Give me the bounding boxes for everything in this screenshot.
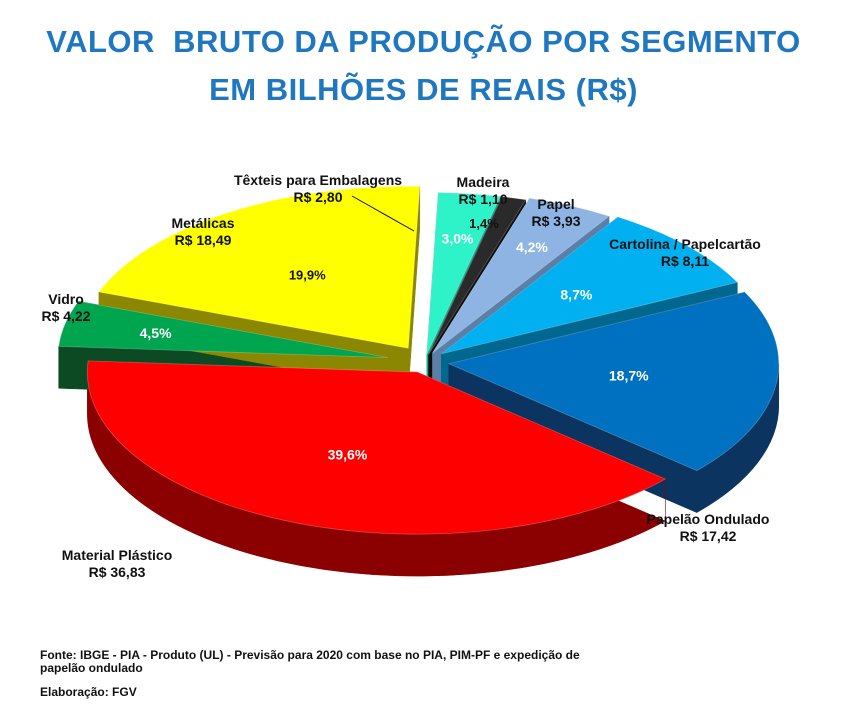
chart-title-line-2: EM BILHÕES DE REAIS (R$) [209, 72, 638, 107]
chart-title-line-1: VALOR BRUTO DA PRODUÇÃO POR SEGMENTO [46, 24, 801, 59]
source-note: Fonte: IBGE - PIA - Produto (UL) - Previ… [40, 648, 580, 675]
slice-vidro [58, 300, 388, 358]
category-label-vidro: Vidro [48, 291, 84, 307]
pct-label-vidro: 4,5% [140, 325, 172, 341]
category-label-madeira: Madeira [457, 174, 510, 190]
leader-line-texteis [351, 195, 415, 232]
category-label-material-plastico: Material Plástico [62, 547, 173, 563]
category-label-cartolina-papelcartao: Cartolina / Papelcartão [609, 236, 761, 252]
value-label-cartolina-papelcartao: R$ 8,11 [661, 253, 709, 269]
slice-papelao-ondulado [447, 291, 780, 472]
pct-label-papel: 4,2% [516, 239, 548, 255]
value-label-papel: R$ 3,93 [531, 213, 580, 229]
pct-label-papelao-ondulado: 18,7% [609, 367, 649, 383]
pct-label-madeira: 1,4% [469, 216, 499, 231]
category-label-papelao-ondulado: Papelão Ondulado [647, 511, 770, 527]
pct-label-metalicas: 19,9% [289, 267, 326, 282]
value-label-metalicas: R$ 18,49 [175, 232, 232, 248]
credit-note: Elaboração: FGV [40, 685, 137, 699]
slice-material-plastico [86, 360, 667, 535]
value-label-vidro: R$ 4,22 [41, 308, 90, 324]
category-label-texteis-para-embalagens: Têxteis para Embalagens [234, 172, 402, 188]
pct-label-material-plastico: 39,6% [328, 446, 368, 462]
value-label-madeira: R$ 1,10 [458, 191, 507, 207]
slice-papel [432, 197, 610, 354]
value-label-papelao-ondulado: R$ 17,42 [680, 528, 737, 544]
value-label-texteis-para-embalagens: R$ 2,80 [293, 189, 342, 205]
slice-madeira [428, 196, 527, 355]
pct-label-texteis-para-embalagens: 3,0% [442, 231, 474, 247]
slice-cartolina-papelcartao [441, 216, 739, 355]
category-label-metalicas: Metálicas [171, 215, 234, 231]
slice-metalicas [98, 185, 421, 349]
slice-texteis-para-embalagens [426, 192, 501, 355]
category-label-papel: Papel [537, 196, 574, 212]
value-label-material-plastico: R$ 36,83 [89, 564, 146, 580]
pct-label-cartolina-papelcartao: 8,7% [560, 286, 592, 302]
